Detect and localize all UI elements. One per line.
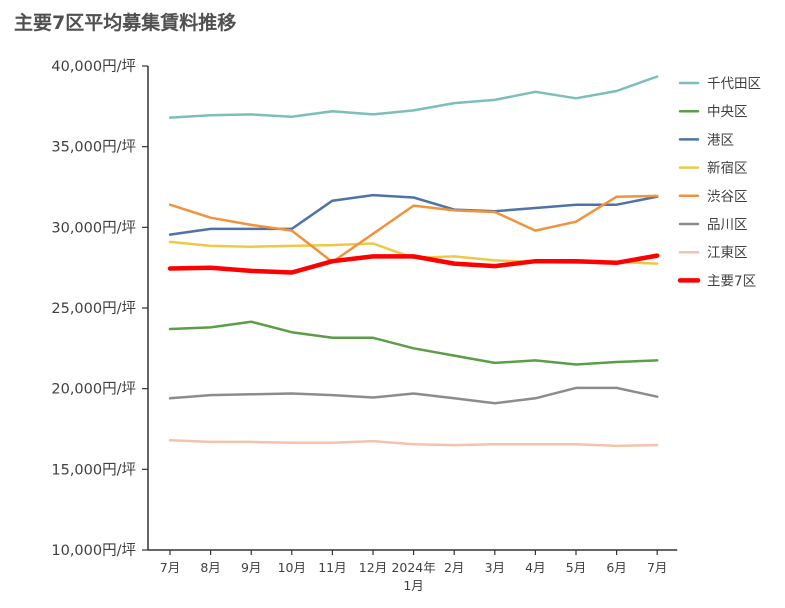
legend-label: 主要7区 xyxy=(707,273,756,289)
series-line-渋谷区 xyxy=(168,194,659,264)
x-tick-label: 3月 xyxy=(485,560,505,575)
y-tick-label: 35,000円/坪 xyxy=(51,139,136,156)
legend-label: 渋谷区 xyxy=(707,189,748,205)
series-line-江東区 xyxy=(168,439,659,448)
x-tick-label: 9月 xyxy=(241,560,261,575)
legend-label: 港区 xyxy=(707,132,734,148)
y-tick-label: 10,000円/坪 xyxy=(51,542,136,559)
series-line-中央区 xyxy=(168,320,659,366)
x-tick-label: 7月 xyxy=(647,560,667,575)
y-tick-label: 40,000円/坪 xyxy=(51,58,136,75)
x-tick-label: 12月 xyxy=(359,560,387,575)
legend-label: 中央区 xyxy=(707,104,748,120)
x-tick-label: 2月 xyxy=(444,560,464,575)
x-tick-label: 4月 xyxy=(525,560,545,575)
series-line-千代田区 xyxy=(168,75,659,119)
axes xyxy=(147,66,678,551)
legend-label: 江東区 xyxy=(707,245,748,261)
x-tick-label: 11月 xyxy=(318,560,346,575)
x-tick-label: 10月 xyxy=(278,560,306,575)
y-tick-label: 30,000円/坪 xyxy=(51,219,136,236)
x-tick-label: 8月 xyxy=(200,560,220,575)
series-line-主要7区 xyxy=(167,253,660,275)
legend-label: 千代田区 xyxy=(707,76,761,92)
series-line-港区 xyxy=(168,193,659,236)
x-tick-label: 6月 xyxy=(606,560,626,575)
y-tick-label: 25,000円/坪 xyxy=(51,300,136,317)
x-tick-label: 5月 xyxy=(566,560,586,575)
legend-label: 品川区 xyxy=(707,217,748,233)
x-tick-label: 7月 xyxy=(160,560,180,575)
x-tick-label: 2024年 1月 xyxy=(391,560,435,593)
y-axis-ticks: 10,000円/坪 15,000円/坪 20,000円/坪 25,000円/坪 30,0… xyxy=(51,58,148,559)
chart-title: 主要7区平均募集賃料推移 xyxy=(14,12,237,34)
legend-label: 新宿区 xyxy=(707,160,748,177)
x-axis-ticks: 7月 8月 9月 10月 11月 12月 2024年 1月 2月 3月 4月 5月 6月 7月 xyxy=(160,550,667,593)
y-tick-label: 15,000円/坪 xyxy=(51,461,136,478)
y-tick-label: 20,000円/坪 xyxy=(51,381,136,398)
series-lines xyxy=(167,75,660,448)
series-line-品川区 xyxy=(168,386,659,405)
